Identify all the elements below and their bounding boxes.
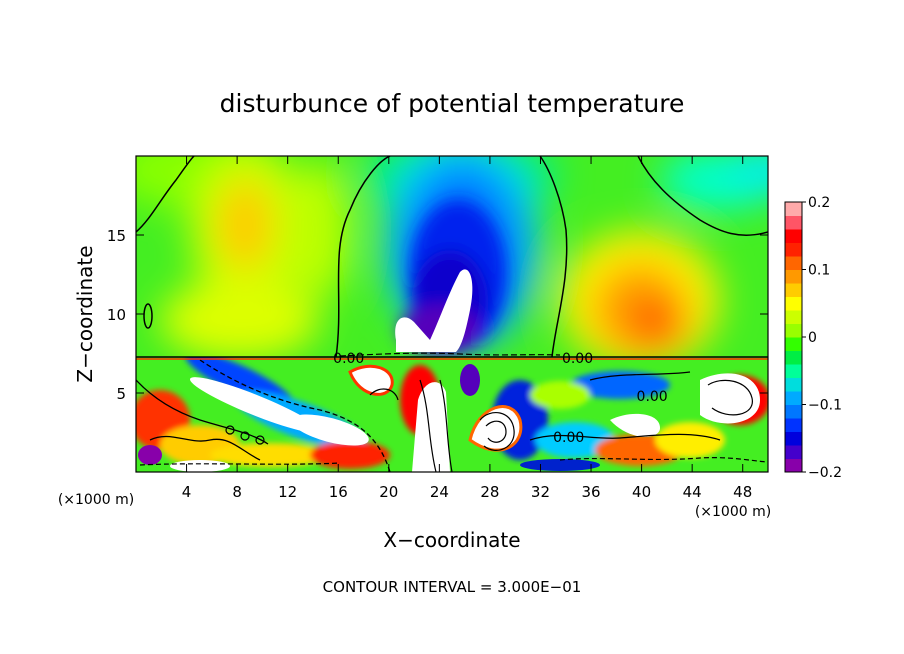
contour-label: 0.00 [333,351,364,367]
colorbar-swatch [785,242,802,257]
colorbar-swatch [785,229,802,243]
x-unit-left: (×1000 m) [58,492,134,508]
x-tick-label: 32 [531,483,550,501]
y-tick-label: 10 [107,306,126,324]
x-tick-label: 16 [329,483,348,501]
colorbar-swatch [785,364,802,378]
colorbar-tick-label: −0.2 [808,465,842,481]
x-tick-label: 12 [278,483,297,501]
colorbar-swatch [785,404,802,419]
colorbar-tick-label: 0 [808,330,817,346]
colorbar-swatch [785,391,802,405]
colorbar-swatch [785,310,802,324]
x-tick-label: 24 [430,483,449,501]
y-axis-ticks: 5 10 15 [107,227,768,403]
contour-interval-note: CONTOUR INTERVAL = 3.000E−01 [323,578,582,596]
colorbar: 0.2 0.1 0 −0.1 −0.2 [784,195,842,481]
x-tick-label: 4 [182,483,192,501]
lower-field-region [136,357,768,472]
colorbar-swatch [785,202,802,216]
y-tick-label: 15 [107,227,126,245]
contour-label: 0.00 [553,430,584,446]
upper-field-region [136,156,768,357]
x-tick-label: 20 [379,483,398,501]
chart-title: disturbunce of potential temperature [220,89,685,118]
colorbar-swatch [785,431,802,446]
y-axis-label: Z−coordinate [73,245,97,382]
contour-labels: 0.00 0.00 0.00 0.00 [333,351,668,446]
colorbar-swatch [785,283,802,297]
colorbar-swatch [785,458,802,473]
x-tick-label: 48 [733,483,752,501]
colorbar-swatch [785,215,802,230]
x-tick-label: 36 [581,483,600,501]
x-tick-label: 28 [480,483,499,501]
x-axis-label: X−coordinate [383,528,520,552]
colorbar-swatch [785,269,802,284]
x-tick-label: 8 [232,483,242,501]
colorbar-swatch [785,377,802,392]
x-axis-ticks: 4 8 12 16 20 24 28 32 36 40 44 48 [182,156,752,501]
colorbar-tick-label: 0.2 [808,195,830,211]
x-tick-label: 44 [683,483,702,501]
contour-label: 0.00 [637,389,668,405]
colorbar-tick-label: 0.1 [808,263,830,279]
y-tick-label: 5 [116,385,126,403]
x-tick-label: 40 [632,483,651,501]
colorbar-swatch [785,337,802,351]
colorbar-tick-label: −0.1 [808,398,842,414]
x-unit-right: (×1000 m) [695,504,771,520]
colorbar-swatch [785,256,802,270]
colorbar-swatch [785,323,802,338]
colorbar-swatch [785,296,802,311]
contour-label: 0.00 [562,351,593,367]
colorbar-swatch [785,418,802,432]
colorbar-swatch [785,445,802,459]
colorbar-swatch [785,350,802,365]
